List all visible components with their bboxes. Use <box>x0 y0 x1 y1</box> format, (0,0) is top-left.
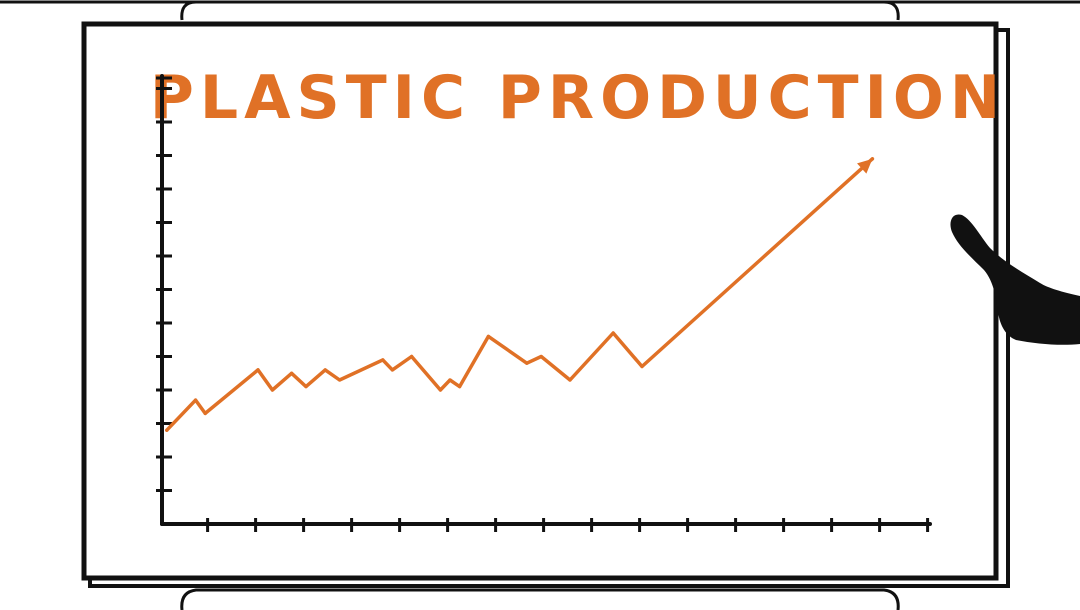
data-point <box>410 354 414 359</box>
chart-title: PLASTIC PRODUCTION <box>150 63 1006 133</box>
data-point <box>323 368 327 372</box>
data-point <box>290 371 294 375</box>
data-point <box>165 428 169 432</box>
data-point <box>304 385 308 389</box>
data-point <box>194 398 198 402</box>
data-point <box>203 411 207 416</box>
top-clip <box>180 0 900 21</box>
series-group <box>165 157 875 432</box>
data-point <box>338 378 342 382</box>
data-point <box>525 361 529 365</box>
data-point <box>448 378 452 382</box>
data-point <box>486 334 490 338</box>
board <box>81 21 999 581</box>
y-axis-ticks <box>156 76 172 492</box>
data-point <box>256 368 260 372</box>
data-point <box>270 388 274 392</box>
data-point <box>381 358 385 362</box>
data-point <box>390 368 394 372</box>
data-point <box>611 331 615 335</box>
series-line <box>165 157 875 432</box>
series-arrowhead <box>857 158 873 174</box>
data-point <box>438 388 442 392</box>
data-point <box>640 364 644 369</box>
x-axis-ticks <box>206 518 930 532</box>
bottom-clip <box>180 588 900 610</box>
line-chart: PLASTIC PRODUCTION <box>150 63 1006 532</box>
pointing-hand <box>950 214 1080 345</box>
data-point <box>458 385 462 389</box>
data-point <box>539 354 543 359</box>
data-point <box>568 378 572 382</box>
